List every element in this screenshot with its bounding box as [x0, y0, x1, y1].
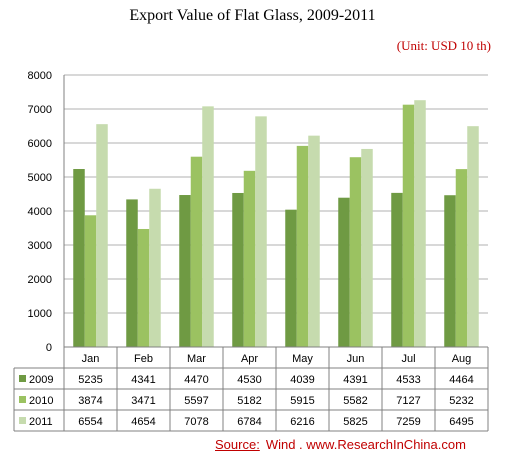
x-tick-label: Jul — [401, 353, 415, 365]
bar-2010-jul — [402, 104, 415, 347]
data-label: 4039 — [290, 374, 314, 386]
y-tick-label: 0 — [46, 342, 52, 354]
data-label: 4470 — [184, 374, 208, 386]
bar-2010-apr — [243, 170, 256, 347]
data-label: 5582 — [343, 395, 367, 407]
data-label: 6216 — [290, 416, 314, 428]
y-tick-label: 4000 — [28, 206, 52, 218]
data-label: 7259 — [396, 416, 420, 428]
x-tick-label: Aug — [452, 353, 472, 365]
bar-2009-feb — [126, 199, 138, 347]
x-tick-label: Apr — [241, 353, 258, 365]
bar-2009-apr — [232, 192, 244, 347]
bar-2011-apr — [255, 116, 267, 348]
unit-note: (Unit: USD 10 th) — [396, 38, 491, 53]
data-label: 6554 — [78, 416, 102, 428]
x-tick-label: Jun — [347, 353, 365, 365]
bar-2009-jun — [338, 197, 350, 347]
data-label: 6495 — [449, 416, 473, 428]
chart-title: Export Value of Flat Glass, 2009-2011 — [129, 7, 376, 24]
bar-2011-jul — [414, 100, 426, 347]
y-tick-label: 6000 — [28, 138, 52, 150]
source-note: Source: Wind . www.ResearchInChina.com — [215, 437, 466, 452]
data-label: 3471 — [131, 395, 155, 407]
data-label: 5915 — [290, 395, 314, 407]
data-label: 4341 — [131, 374, 155, 386]
data-label: 4391 — [343, 374, 367, 386]
source-label: Source: — [215, 437, 260, 452]
data-label: 5232 — [449, 395, 473, 407]
y-tick-label: 5000 — [28, 172, 52, 184]
x-tick-label: Jan — [82, 353, 100, 365]
legend-swatch — [19, 375, 26, 382]
y-tick-label: 3000 — [28, 240, 52, 252]
y-tick-label: 2000 — [28, 274, 52, 286]
bar-2010-may — [296, 145, 309, 347]
bar-2009-mar — [179, 195, 191, 347]
y-tick-label: 8000 — [28, 70, 52, 82]
bar-2010-feb — [137, 228, 150, 347]
data-label: 4654 — [131, 416, 155, 428]
data-label: 4464 — [449, 374, 473, 386]
legend-swatch — [19, 396, 26, 403]
data-label: 5825 — [343, 416, 367, 428]
bar-2010-jan — [84, 215, 97, 347]
data-label: 6784 — [237, 416, 261, 428]
data-label: 4530 — [237, 374, 261, 386]
bar-2011-feb — [149, 188, 161, 347]
y-tick-label: 7000 — [28, 104, 52, 116]
bar-2010-jun — [349, 157, 362, 347]
bar-2009-jan — [73, 169, 85, 347]
bar-2011-aug — [467, 126, 479, 347]
bar-2011-jun — [361, 148, 373, 347]
legend-label: 2009 — [29, 374, 53, 386]
bar-2009-jul — [391, 192, 403, 347]
x-tick-label: Feb — [134, 353, 153, 365]
data-label: 7127 — [396, 395, 420, 407]
x-tick-label: May — [292, 353, 313, 365]
bar-2011-may — [308, 135, 320, 347]
legend-swatch — [19, 417, 26, 424]
data-label: 5597 — [184, 395, 208, 407]
bar-2011-mar — [202, 106, 214, 348]
bar-2010-mar — [190, 156, 203, 347]
bar-2009-may — [285, 209, 297, 347]
data-label: 5235 — [78, 374, 102, 386]
bar-2009-aug — [444, 195, 456, 347]
x-tick-label: Mar — [187, 353, 206, 365]
source-text: Wind . www.ResearchInChina.com — [265, 437, 466, 452]
legend-label: 2011 — [29, 416, 53, 428]
data-label: 3874 — [78, 395, 102, 407]
legend-label: 2010 — [29, 395, 53, 407]
data-label: 5182 — [237, 395, 261, 407]
bar-2010-aug — [455, 169, 468, 347]
data-label: 4533 — [396, 374, 420, 386]
y-tick-label: 1000 — [28, 308, 52, 320]
data-label: 7078 — [184, 416, 208, 428]
bar-2011-jan — [96, 124, 108, 347]
